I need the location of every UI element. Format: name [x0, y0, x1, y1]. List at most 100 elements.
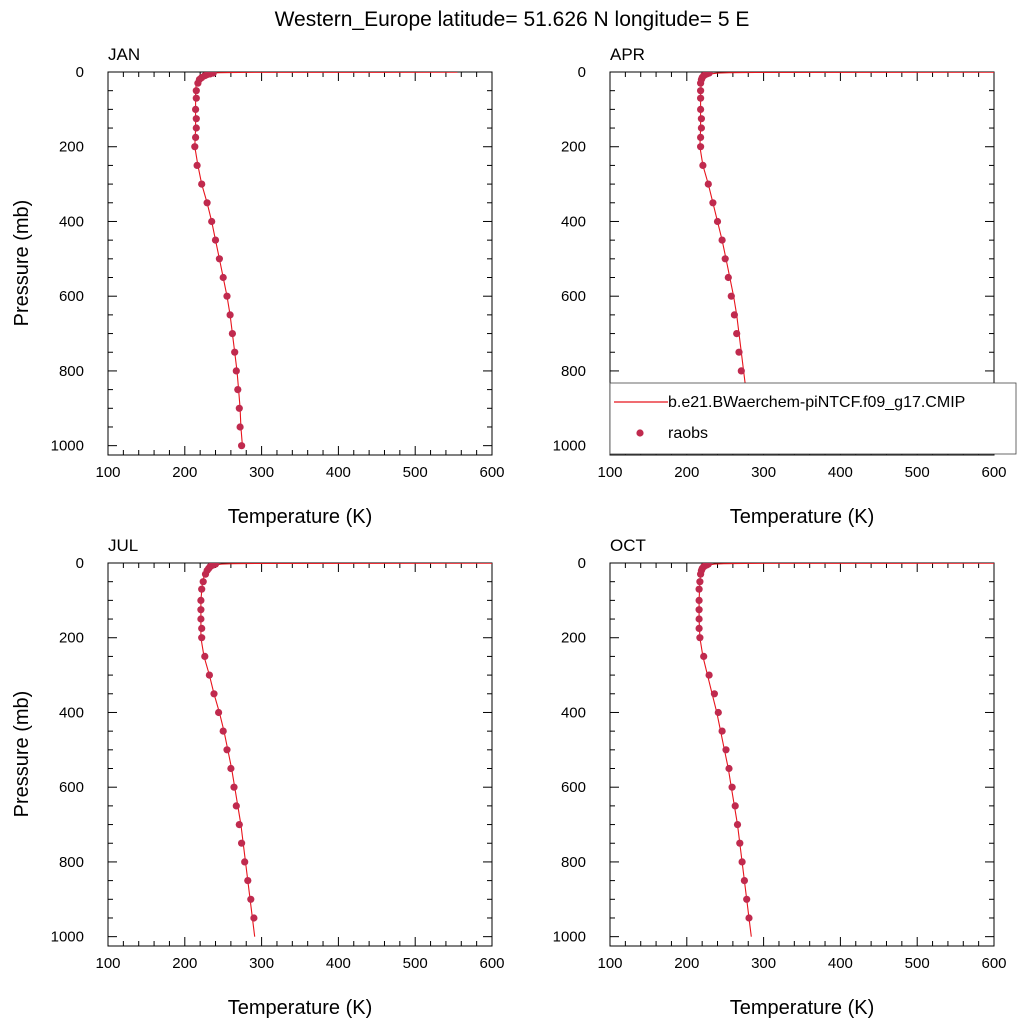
plot-area-frame: [107, 562, 493, 947]
raobs-point: [244, 877, 252, 885]
raobs-point: [697, 143, 705, 151]
raobs-point: [238, 839, 246, 847]
raobs-point: [238, 442, 246, 450]
raobs-point: [700, 652, 708, 660]
raobs-point: [709, 199, 717, 207]
raobs-point: [695, 624, 703, 632]
raobs-point: [737, 367, 745, 375]
raobs-point: [738, 858, 746, 866]
raobs-point: [197, 596, 205, 604]
raobs-point: [250, 914, 258, 922]
y-tick-label: 800: [59, 363, 84, 380]
raobs-point: [704, 180, 712, 188]
raobs-point: [696, 634, 704, 642]
y-tick-label: 400: [59, 704, 84, 721]
raobs-point: [228, 330, 236, 338]
raobs-point: [722, 746, 730, 754]
y-axis-label: Pressure (mb): [11, 691, 33, 818]
y-tick-label: 0: [578, 555, 586, 572]
x-tick-label: 400: [828, 464, 853, 481]
raobs-point: [215, 708, 223, 717]
ticks-layer: 100 200 300 400 500 600 0 200 400 600 800 1000: [553, 555, 1007, 972]
x-tick-label: 200: [172, 955, 197, 972]
y-tick-label: 0: [76, 64, 84, 81]
raobs-point: [234, 386, 242, 394]
y-tick-label: 800: [561, 854, 586, 871]
panel-title: OCT: [610, 536, 646, 555]
y-tick-label: 600: [561, 779, 586, 796]
plot-area-frame: [107, 71, 493, 456]
legend-marker-swatch: [636, 429, 644, 437]
y-tick-label: 200: [561, 630, 586, 647]
legend: b.e21.BWaerchem-piNTCF.f09_g17.CMIP raob…: [609, 382, 1017, 455]
raobs-point: [208, 217, 216, 226]
x-tick-label: 300: [751, 955, 776, 972]
raobs-point: [697, 133, 705, 141]
x-tick-label: 400: [326, 955, 351, 972]
plot-area-frame: [609, 562, 995, 947]
raobs-point: [733, 330, 741, 338]
legend-label-model: b.e21.BWaerchem-piNTCF.f09_g17.CMIP: [668, 394, 965, 411]
legend-label-raobs: raobs: [668, 425, 708, 442]
y-tick-label: 600: [561, 288, 586, 305]
y-tick-label: 1000: [51, 929, 84, 946]
raobs-point: [193, 161, 201, 169]
x-tick-label: 100: [597, 464, 622, 481]
data-layer: [697, 72, 994, 446]
panel-title: JAN: [108, 45, 140, 64]
raobs-point: [695, 585, 703, 593]
raobs-point: [223, 292, 231, 300]
y-tick-label: 200: [59, 139, 84, 156]
legend-box: [609, 382, 1017, 455]
raobs-point: [197, 615, 205, 623]
y-axis-label: Pressure (mb): [11, 200, 33, 327]
x-axis-label: Temperature (K): [228, 997, 373, 1019]
raobs-point: [215, 255, 223, 263]
raobs-point: [697, 570, 705, 578]
raobs-point: [198, 585, 206, 593]
raobs-point: [232, 367, 240, 375]
y-tick-label: 0: [76, 555, 84, 572]
raobs-point: [241, 858, 249, 866]
raobs-point: [198, 180, 206, 188]
raobs-point: [201, 652, 209, 660]
ticks-layer: 100 200 300 400 500 600 0 200 400 600 800 1000: [51, 64, 505, 481]
x-tick-label: 300: [249, 955, 274, 972]
raobs-point: [230, 783, 238, 791]
panel-oct: OCT Temperature (K) 100 200 300 400 500 600 0 2…: [553, 536, 1007, 1019]
raobs-point: [197, 606, 205, 614]
x-tick-label: 600: [479, 464, 504, 481]
raobs-point: [205, 671, 213, 679]
raobs-point: [194, 79, 202, 87]
raobs-point: [695, 615, 703, 623]
series-line-model: [194, 72, 458, 446]
raobs-point: [236, 423, 244, 431]
y-tick-label: 1000: [51, 438, 84, 455]
raobs-point: [718, 236, 726, 244]
y-tick-label: 800: [59, 854, 84, 871]
y-tick-label: 400: [561, 213, 586, 230]
x-tick-label: 100: [95, 464, 120, 481]
raobs-point: [199, 578, 207, 586]
data-layer: [197, 563, 492, 937]
raobs-point: [695, 606, 703, 614]
raobs-point: [219, 727, 227, 735]
y-tick-label: 400: [59, 213, 84, 230]
x-tick-label: 500: [403, 464, 428, 481]
panel-apr: APR Temperature (K) 100 200 300 400 500 600 0 2…: [553, 45, 1017, 528]
y-tick-label: 200: [561, 139, 586, 156]
x-tick-label: 600: [981, 464, 1006, 481]
raobs-point: [733, 821, 742, 829]
y-tick-label: 1000: [553, 438, 586, 455]
raobs-point: [731, 802, 739, 810]
data-layer: [191, 72, 458, 450]
panel-title: APR: [610, 45, 645, 64]
x-tick-label: 400: [326, 464, 351, 481]
raobs-point: [192, 94, 200, 102]
raobs-point: [232, 802, 240, 810]
raobs-point: [247, 895, 255, 903]
raobs-point: [728, 783, 736, 791]
raobs-point: [201, 570, 210, 578]
raobs-point: [735, 348, 743, 356]
